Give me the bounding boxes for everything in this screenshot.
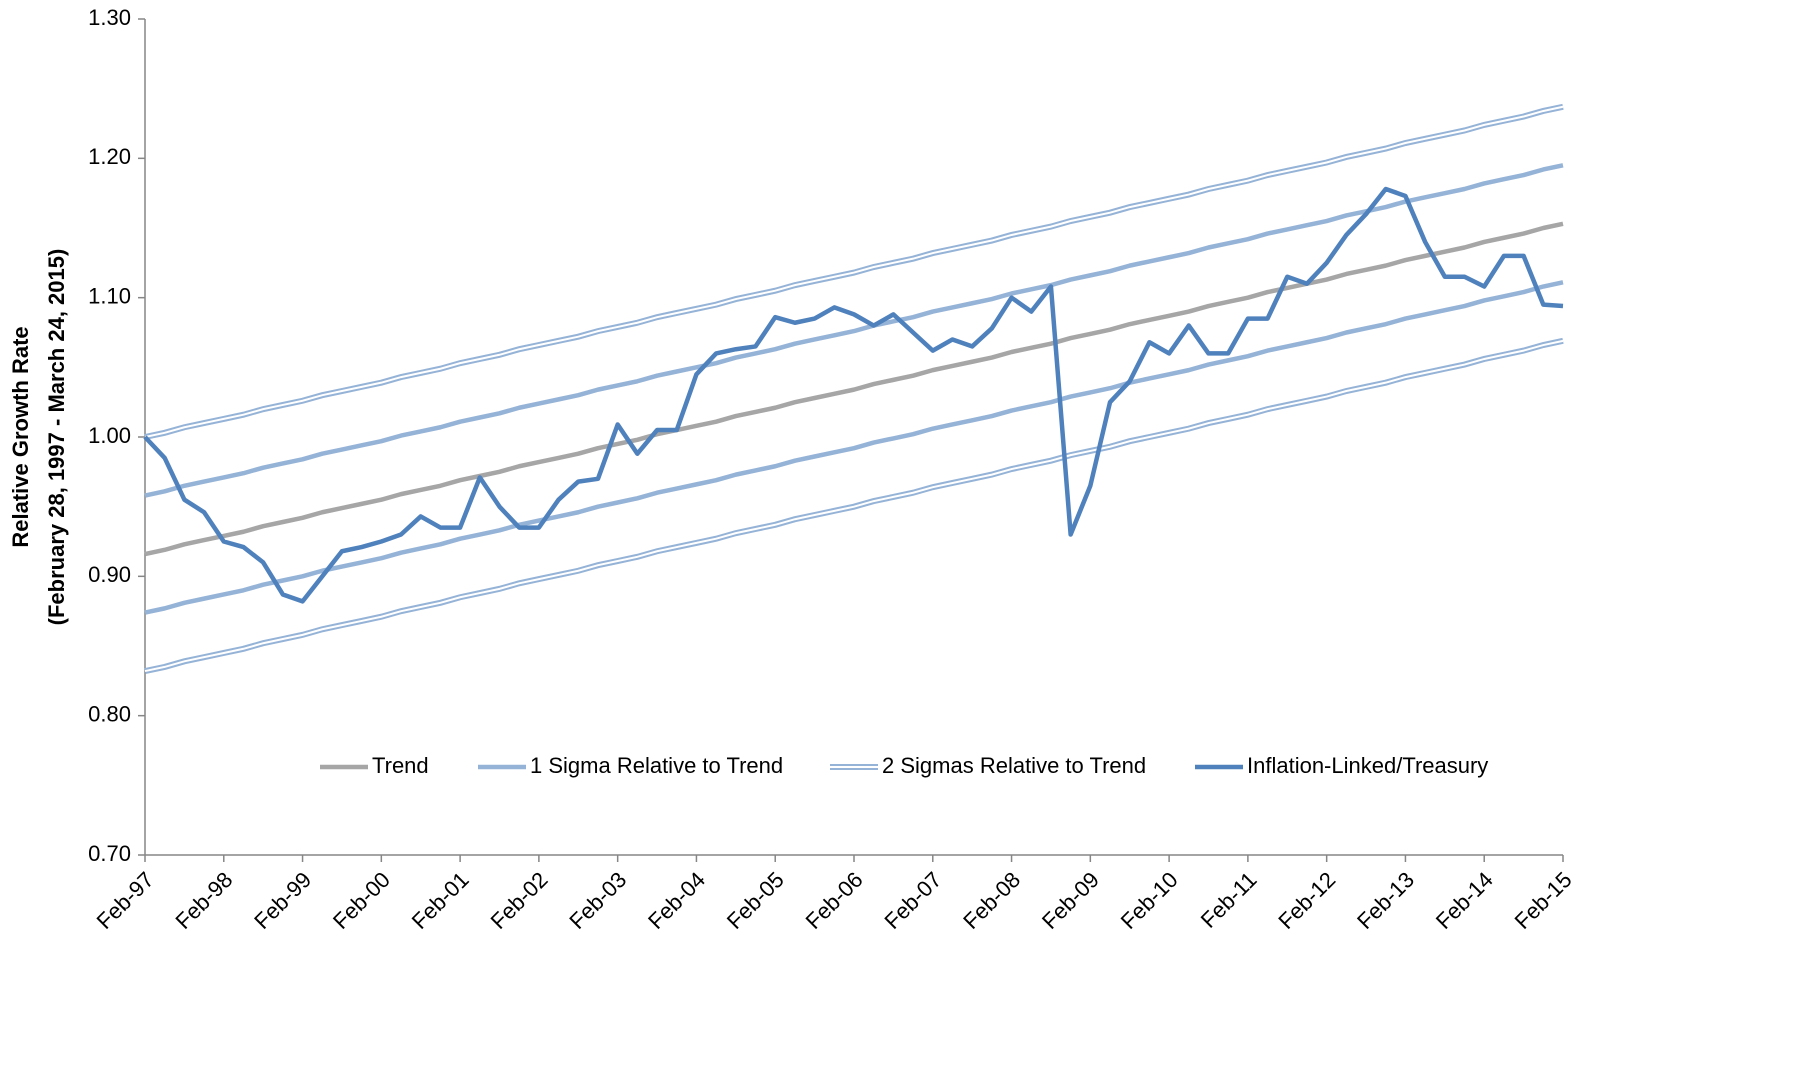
x-tick-label: Feb-97 xyxy=(92,867,159,934)
x-tick-label: Feb-99 xyxy=(249,867,316,934)
legend-label: Trend xyxy=(372,753,429,778)
y-tick-label: 1.20 xyxy=(88,144,131,169)
y-tick-label: 1.30 xyxy=(88,5,131,30)
x-tick-label: Feb-06 xyxy=(801,867,868,934)
band-line-inner xyxy=(144,105,1564,438)
band-line-inner xyxy=(144,339,1564,673)
x-tick-label: Feb-01 xyxy=(407,867,474,934)
y-tick-label: 0.90 xyxy=(88,562,131,587)
y-tick-label: 0.70 xyxy=(88,841,131,866)
x-tick-label: Feb-07 xyxy=(879,867,946,934)
x-tick-label: Feb-11 xyxy=(1196,867,1262,933)
line xyxy=(144,280,1564,615)
x-tick-label: Feb-98 xyxy=(170,867,237,934)
x-tick-label: Feb-12 xyxy=(1273,867,1340,934)
line xyxy=(143,186,1564,604)
x-tick-label: Feb-15 xyxy=(1510,867,1577,934)
legend-label: Inflation-Linked/Treasury xyxy=(1247,753,1488,778)
x-tick-label: Feb-08 xyxy=(958,867,1025,934)
y-axis-title-line: (February 28, 1997 - March 24, 2015) xyxy=(44,249,69,626)
x-tick-label: Feb-13 xyxy=(1352,867,1419,934)
legend-label: 2 Sigmas Relative to Trend xyxy=(882,753,1146,778)
x-tick-label: Feb-05 xyxy=(722,867,789,934)
x-tick-label: Feb-14 xyxy=(1431,867,1498,934)
y-tick-label: 0.80 xyxy=(88,701,131,726)
y-axis-title: Relative Growth Rate (February 28, 1997 … xyxy=(8,249,69,626)
x-tick-label: Feb-04 xyxy=(643,867,710,934)
x-tick-label: Feb-03 xyxy=(564,867,631,934)
legend-label: 1 Sigma Relative to Trend xyxy=(530,753,783,778)
y-tick-label: 1.10 xyxy=(88,283,131,308)
x-tick-label: Feb-09 xyxy=(1037,867,1104,934)
y-tick-label: 1.00 xyxy=(88,423,131,448)
x-tick-label: Feb-00 xyxy=(328,867,395,934)
y-axis-title-line: Relative Growth Rate xyxy=(8,326,33,547)
x-tick-label: Feb-02 xyxy=(486,867,553,934)
line xyxy=(144,221,1564,557)
x-tick-label: Feb-10 xyxy=(1116,867,1183,934)
line xyxy=(144,163,1564,498)
